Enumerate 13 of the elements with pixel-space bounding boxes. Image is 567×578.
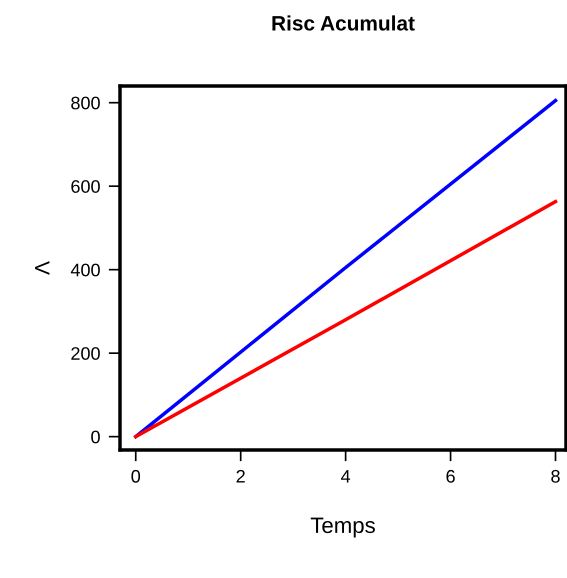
- x-axis-title: Temps: [310, 518, 375, 538]
- y-tick-label: 0: [91, 430, 100, 444]
- x-tick-label: 8: [551, 470, 560, 483]
- y-tick-label: 400: [70, 264, 100, 276]
- y-tick-label: 800: [71, 96, 100, 110]
- y-axis-title: Λ: [35, 261, 50, 275]
- x-tick-label: 6: [446, 470, 455, 483]
- y-tick-label: 600: [71, 180, 100, 193]
- x-tick-label: 2: [236, 470, 245, 483]
- x-tick-label: 4: [341, 470, 350, 483]
- x-tick-label: 0: [131, 470, 140, 483]
- chart-title: Risc Acumulat: [272, 15, 415, 31]
- y-tick-label: 200: [71, 347, 100, 360]
